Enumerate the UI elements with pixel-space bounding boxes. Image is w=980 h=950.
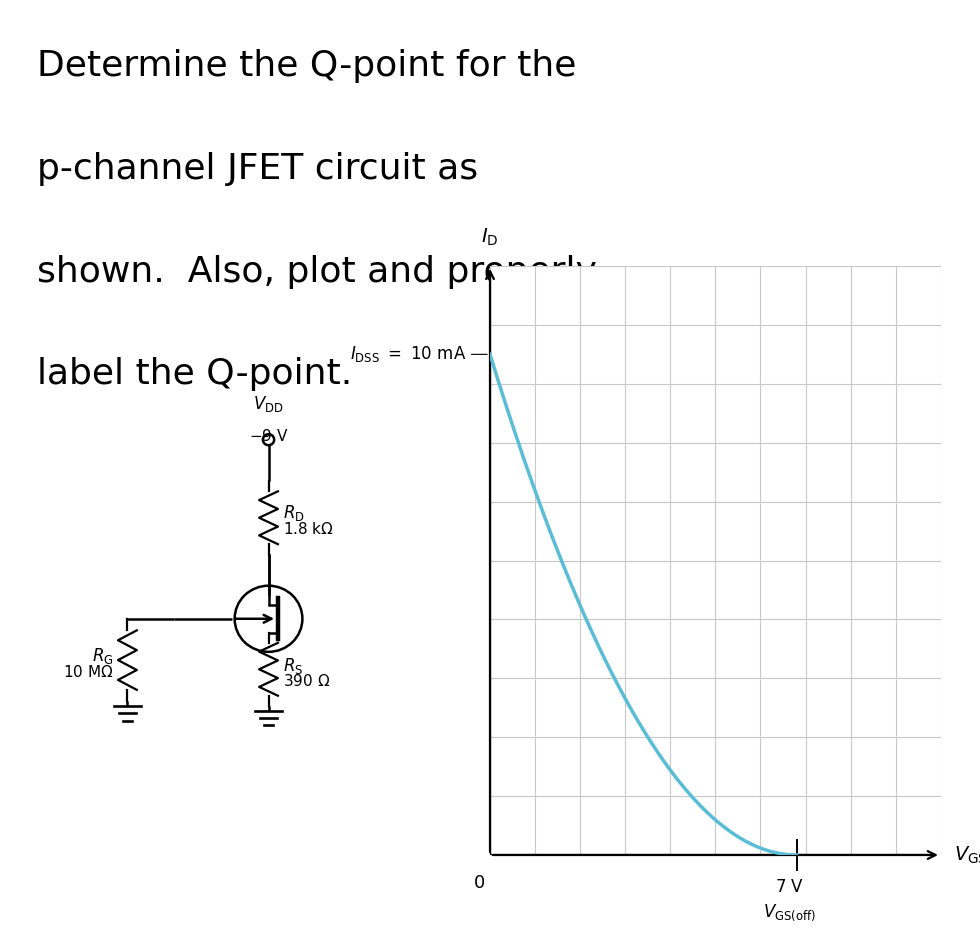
Text: $-9\ \rm V$: $-9\ \rm V$ xyxy=(249,428,288,445)
Text: $R_{\rm G}$: $R_{\rm G}$ xyxy=(92,646,114,666)
Text: p-channel JFET circuit as: p-channel JFET circuit as xyxy=(37,152,478,186)
Text: shown.  Also, plot and properly: shown. Also, plot and properly xyxy=(37,255,597,289)
Text: $\it{V}_{\rm GS}$: $\it{V}_{\rm GS}$ xyxy=(955,845,980,865)
Text: Determine the Q-point for the: Determine the Q-point for the xyxy=(37,49,576,84)
Text: $R_{\rm S}$: $R_{\rm S}$ xyxy=(282,656,303,675)
Text: $\it{I}_{\rm DSS}\ =\ 10\ \rm mA$: $\it{I}_{\rm DSS}\ =\ 10\ \rm mA$ xyxy=(350,344,487,365)
Text: $7\ \rm V$: $7\ \rm V$ xyxy=(775,878,805,896)
Text: $390\ \Omega$: $390\ \Omega$ xyxy=(282,673,330,689)
Text: $\it{I}_{\rm D}$: $\it{I}_{\rm D}$ xyxy=(481,227,499,248)
Text: $1.8\ \rm k\Omega$: $1.8\ \rm k\Omega$ xyxy=(282,522,333,538)
Text: $\it{V}_{\rm GS(off)}$: $\it{V}_{\rm GS(off)}$ xyxy=(763,902,816,923)
Text: label the Q-point.: label the Q-point. xyxy=(37,357,353,391)
Text: $10\ \rm M\Omega$: $10\ \rm M\Omega$ xyxy=(63,663,114,679)
Text: $R_{\rm D}$: $R_{\rm D}$ xyxy=(282,504,305,523)
Text: $V_{\rm DD}$: $V_{\rm DD}$ xyxy=(253,394,284,414)
Text: 0: 0 xyxy=(473,874,485,891)
